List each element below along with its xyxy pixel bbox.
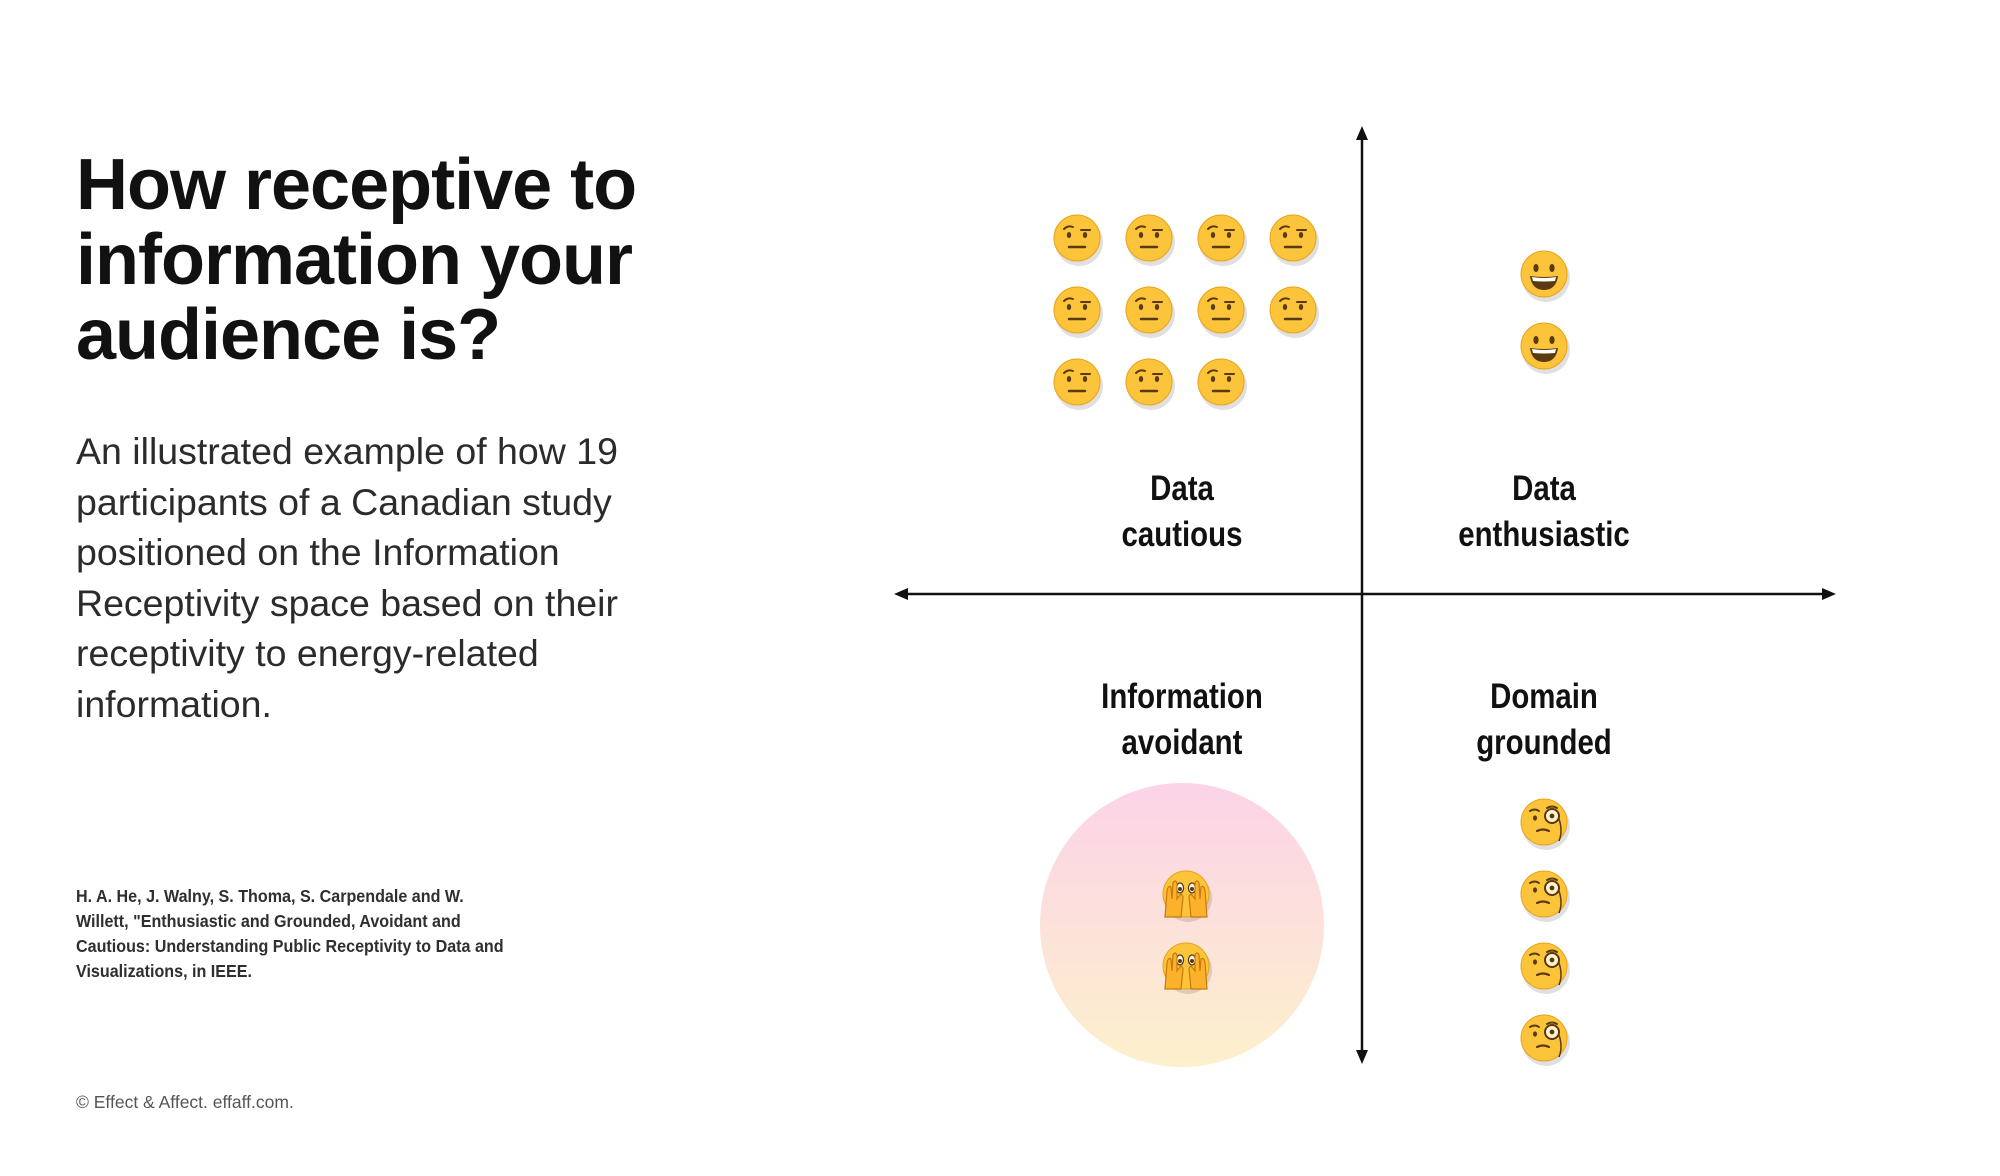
information-avoidant-participant-face-peeking-through-hands-icon: [1161, 941, 1212, 994]
vertical-axis-arrow-top: [1356, 126, 1368, 140]
data-cautious-participant-raised-eyebrow-face-icon: [1196, 285, 1247, 338]
quadrant-label-data-enthusiastic: Data enthusiastic: [1458, 469, 1630, 554]
citation: H. A. He, J. Walny, S. Thoma, S. Carpend…: [76, 886, 504, 981]
information-avoidant-participant-face-peeking-through-hands-icon: [1161, 869, 1212, 922]
data-cautious-participant-raised-eyebrow-face-icon: [1124, 285, 1175, 338]
data-cautious-participant-raised-eyebrow-face-icon: [1196, 213, 1247, 266]
data-cautious-participant-raised-eyebrow-face-icon: [1124, 357, 1175, 410]
data-cautious-participant-raised-eyebrow-face-icon: [1052, 357, 1103, 410]
data-cautious-participant-raised-eyebrow-face-icon: [1052, 285, 1103, 338]
description: An illustrated example of how 19 partici…: [76, 430, 618, 725]
data-cautious-participant-raised-eyebrow-face-icon: [1268, 213, 1319, 266]
page-title: How receptive to information your audien…: [76, 145, 637, 375]
quadrant-label-information-avoidant: Information avoidant: [1101, 677, 1263, 762]
domain-grounded-participant-face-with-monocle-icon: [1519, 869, 1570, 922]
data-enthusiastic-participant-grinning-face-icon: [1519, 249, 1570, 302]
quadrant-label-data-cautious: Data cautious: [1121, 469, 1243, 554]
data-cautious-participant-raised-eyebrow-face-icon: [1124, 213, 1175, 266]
data-cautious-participant-raised-eyebrow-face-icon: [1052, 213, 1103, 266]
domain-grounded-participant-face-with-monocle-icon: [1519, 797, 1570, 850]
vertical-axis-arrow-bottom: [1356, 1050, 1368, 1064]
domain-grounded-participant-face-with-monocle-icon: [1519, 1013, 1570, 1066]
data-cautious-participant-raised-eyebrow-face-icon: [1268, 285, 1319, 338]
domain-grounded-participant-face-with-monocle-icon: [1519, 941, 1570, 994]
data-enthusiastic-participant-grinning-face-icon: [1519, 321, 1570, 374]
copyright: © Effect & Affect. effaff.com.: [76, 1092, 294, 1112]
horizontal-axis-arrow-left: [894, 588, 908, 600]
avoidant-highlight-circle: [1040, 783, 1324, 1067]
data-cautious-participant-raised-eyebrow-face-icon: [1196, 357, 1247, 410]
horizontal-axis-arrow-right: [1822, 588, 1836, 600]
quadrant-label-domain-grounded: Domain grounded: [1476, 677, 1612, 762]
